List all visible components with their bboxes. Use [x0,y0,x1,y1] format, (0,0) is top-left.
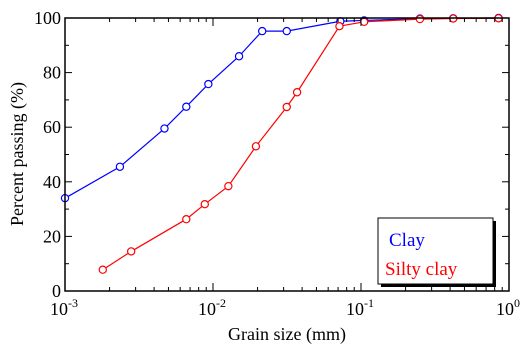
tick-label-layer: 0 20 40 60 80 100 10-3 10-2 10-1 100 [34,8,520,319]
x-tick-label: 10-1 [346,296,374,319]
tick-layer [64,17,510,292]
series-line-clay [64,17,499,199]
data-point-clay [115,162,125,171]
data-point-silty-clay [251,142,261,151]
x-tick-label: 10-3 [50,296,78,319]
legend-entry-silty-clay: Silty clay [385,259,458,280]
y-axis-title: Percent passing (%) [7,82,28,226]
data-point-clay [204,79,213,89]
series-layer [60,13,503,274]
data-point-silty-clay [98,265,107,274]
data-point-silty-clay [200,199,209,209]
data-point-silty-clay [292,88,302,97]
data-point-clay [258,26,267,36]
y-tick-label: 0 [52,281,61,301]
data-point-silty-clay [126,247,136,256]
y-tick-label: 40 [43,172,61,192]
y-tick-label: 20 [43,226,61,246]
x-tick-label: 10-2 [198,296,226,319]
legend: Clay Silty clay [377,217,496,287]
x-tick-label: 100 [496,296,520,319]
data-point-silty-clay [335,21,344,31]
legend-entry-clay: Clay [389,230,425,251]
data-point-silty-clay [282,102,291,112]
legend-box [377,217,494,285]
y-tick-label: 80 [43,63,61,83]
data-point-clay [160,124,169,133]
data-point-silty-clay [359,17,369,27]
data-point-clay [182,102,191,111]
data-point-silty-clay [415,14,425,24]
y-tick-label: 100 [34,8,61,28]
data-point-silty-clay [182,214,191,224]
data-point-clay [282,26,291,36]
x-axis-title: Grain size (mm) [228,324,346,345]
data-point-clay [234,52,244,61]
y-tick-label: 60 [43,117,61,137]
data-point-silty-clay [224,181,233,191]
